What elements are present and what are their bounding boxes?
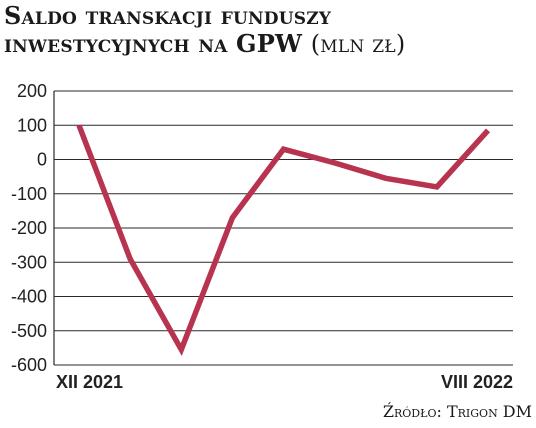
chart-title-unit: (mln zł) — [310, 30, 406, 58]
y-tick-label: -100 — [11, 184, 47, 204]
x-tick-label: XII 2021 — [56, 372, 123, 392]
series-line — [76, 124, 491, 357]
y-tick-label: 100 — [17, 115, 47, 135]
chart-title: Saldo transkacji funduszy inwestycyjnych… — [4, 1, 524, 59]
y-tick-label: -500 — [11, 321, 47, 341]
chart-title-text: Saldo transkacji funduszy inwestycyjnych… — [4, 1, 332, 58]
y-tick-label: -400 — [11, 287, 47, 307]
y-tick-label: 0 — [37, 150, 47, 170]
y-tick-label: 200 — [17, 81, 47, 101]
y-tick-label: -300 — [11, 252, 47, 272]
y-tick-label: -600 — [11, 355, 47, 375]
y-tick-label: -200 — [11, 218, 47, 238]
x-tick-label: VIII 2022 — [441, 372, 513, 392]
source-note: Źródło: Trigon DM — [382, 402, 532, 421]
